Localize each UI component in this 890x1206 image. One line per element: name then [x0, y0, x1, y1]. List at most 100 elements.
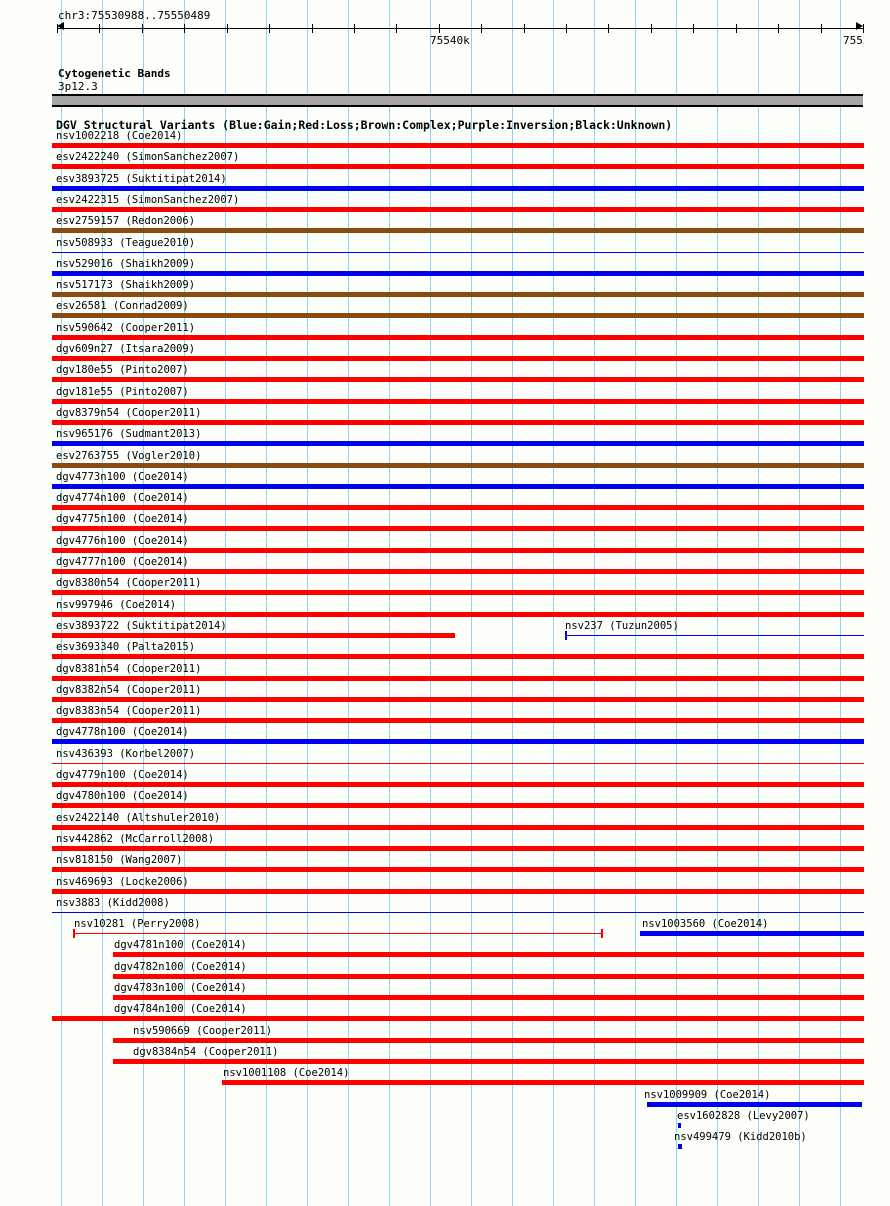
- variant-track-row[interactable]: nsv590642 (Cooper2011): [0, 322, 890, 343]
- variant-label: esv3693340 (Palta2015): [56, 641, 196, 654]
- variant-bar[interactable]: [52, 419, 864, 425]
- variant-track-row[interactable]: nsv1002218 (Coe2014): [0, 130, 890, 151]
- variant-track-row[interactable]: dgv181e55 (Pinto2007): [0, 386, 890, 407]
- variant-bar[interactable]: [113, 952, 864, 958]
- variant-track-row[interactable]: nsv3883 (Kidd2008): [0, 897, 890, 918]
- variant-bar[interactable]: [678, 1144, 682, 1150]
- variant-bar[interactable]: [52, 611, 864, 617]
- variant-track-row[interactable]: esv26581 (Conrad2009): [0, 300, 890, 321]
- variant-track-row[interactable]: dgv4773n100 (Coe2014): [0, 471, 890, 492]
- variant-bar[interactable]: [52, 696, 864, 702]
- variant-bar[interactable]: [52, 398, 864, 404]
- variant-bar[interactable]: [52, 228, 864, 234]
- variant-bar[interactable]: [52, 888, 864, 894]
- variant-track-row[interactable]: dgv4779n100 (Coe2014): [0, 769, 890, 790]
- variant-track-row[interactable]: nsv436393 (Korbel2007): [0, 748, 890, 769]
- variant-bar[interactable]: [52, 654, 864, 660]
- variant-track-row[interactable]: dgv4783n100 (Coe2014): [0, 982, 890, 1003]
- variant-bar[interactable]: [52, 251, 864, 253]
- variant-track-row[interactable]: nsv10281 (Perry2008) nsv1003560 (Coe2014): [0, 918, 890, 939]
- variant-track-row[interactable]: nsv529016 (Shaikh2009): [0, 258, 890, 279]
- variant-track-row[interactable]: dgv609n27 (Itsara2009): [0, 343, 890, 364]
- variant-track-row[interactable]: dgv8384n54 (Cooper2011): [0, 1046, 890, 1067]
- variant-track-row[interactable]: nsv469693 (Locke2006): [0, 876, 890, 897]
- variant-bar[interactable]: [52, 292, 864, 298]
- variant-bar[interactable]: [52, 739, 864, 745]
- variant-track-row[interactable]: esv3893722 (Suktitipat2014) nsv237 (Tuzun…: [0, 620, 890, 641]
- variant-bar[interactable]: [52, 782, 864, 787]
- variant-track-row[interactable]: dgv8382n54 (Cooper2011): [0, 684, 890, 705]
- variant-bar[interactable]: [52, 526, 864, 532]
- variant-bar[interactable]: [52, 1016, 864, 1022]
- variant-bar[interactable]: [52, 824, 864, 830]
- variant-track-row[interactable]: dgv8379n54 (Cooper2011): [0, 407, 890, 428]
- variant-track-row[interactable]: dgv4780n100 (Coe2014): [0, 790, 890, 811]
- variant-track-row[interactable]: esv2763755 (Vogler2010): [0, 450, 890, 471]
- variant-track-row[interactable]: esv2422240 (SimonSanchez2007): [0, 151, 890, 172]
- variant-bar[interactable]: [52, 762, 864, 764]
- variant-bar[interactable]: [52, 718, 864, 724]
- variant-bar[interactable]: [52, 334, 864, 340]
- variant-bar[interactable]: [52, 590, 864, 596]
- variant-bar[interactable]: [52, 483, 864, 489]
- variant-bar[interactable]: [52, 867, 864, 873]
- variant-bar[interactable]: [52, 803, 864, 809]
- variant-track-row[interactable]: nsv997946 (Coe2014): [0, 599, 890, 620]
- variant-track-row[interactable]: esv2422315 (SimonSanchez2007): [0, 194, 890, 215]
- variant-track-row[interactable]: dgv4784n100 (Coe2014): [0, 1003, 890, 1024]
- variant-track-row[interactable]: esv2422140 (Altshuler2010): [0, 812, 890, 833]
- variant-track-row[interactable]: esv2759157 (Redon2006): [0, 215, 890, 236]
- variant-track-row[interactable]: nsv499479 (Kidd2010b): [0, 1131, 890, 1152]
- variant-bar[interactable]: [647, 1101, 862, 1107]
- variant-bar[interactable]: [52, 462, 864, 468]
- variant-track-row[interactable]: dgv4776n100 (Coe2014): [0, 535, 890, 556]
- variant-bar[interactable]: [52, 270, 864, 276]
- variant-bar[interactable]: [113, 1037, 864, 1043]
- variant-bar[interactable]: [52, 547, 864, 553]
- variant-bar[interactable]: [52, 164, 864, 170]
- variant-track-row[interactable]: dgv4774n100 (Coe2014): [0, 492, 890, 513]
- variant-track-row[interactable]: esv1602828 (Levy2007): [0, 1110, 890, 1131]
- variant-track-row[interactable]: dgv4782n100 (Coe2014): [0, 961, 890, 982]
- variant-track-row[interactable]: esv3893725 (Suktitipat2014): [0, 173, 890, 194]
- variant-bar[interactable]: [52, 441, 864, 447]
- variant-track-row[interactable]: dgv8380n54 (Cooper2011): [0, 577, 890, 598]
- variant-track-row[interactable]: nsv517173 (Shaikh2009): [0, 279, 890, 300]
- variant-bar[interactable]: [52, 185, 864, 191]
- variant-bar[interactable]: [113, 1058, 864, 1064]
- variant-bar[interactable]: [52, 143, 864, 148]
- variant-bar[interactable]: [640, 931, 864, 937]
- variant-bar[interactable]: [73, 933, 603, 935]
- variant-bar[interactable]: [52, 206, 864, 212]
- variant-track-row[interactable]: dgv8383n54 (Cooper2011): [0, 705, 890, 726]
- variant-track-row[interactable]: dgv4775n100 (Coe2014): [0, 513, 890, 534]
- variant-track-row[interactable]: nsv508933 (Teague2010): [0, 237, 890, 258]
- variant-track-row[interactable]: nsv442862 (McCarroll2008): [0, 833, 890, 854]
- variant-track-row[interactable]: dgv8381n54 (Cooper2011): [0, 663, 890, 684]
- variant-bar[interactable]: [52, 569, 864, 574]
- variant-track-row[interactable]: dgv4778n100 (Coe2014): [0, 726, 890, 747]
- variant-track-row[interactable]: dgv4777n100 (Coe2014): [0, 556, 890, 577]
- variant-track-row[interactable]: esv3693340 (Palta2015): [0, 641, 890, 662]
- variant-bar[interactable]: [52, 675, 864, 681]
- variant-bar[interactable]: [113, 973, 864, 979]
- variant-bar[interactable]: [52, 377, 864, 383]
- variant-bar[interactable]: [52, 313, 864, 319]
- variant-bar[interactable]: [113, 995, 864, 1000]
- variant-label: nsv499479 (Kidd2010b): [674, 1131, 807, 1144]
- variant-track-row[interactable]: nsv965176 (Sudmant2013): [0, 428, 890, 449]
- variant-track-row[interactable]: nsv1001108 (Coe2014): [0, 1067, 890, 1088]
- variant-bar[interactable]: [565, 634, 864, 636]
- variant-track-row[interactable]: nsv590669 (Cooper2011): [0, 1025, 890, 1046]
- variant-bar[interactable]: [52, 356, 864, 361]
- variant-bar[interactable]: [52, 845, 864, 851]
- variant-bar[interactable]: [52, 911, 864, 913]
- variant-bar[interactable]: [52, 632, 455, 638]
- variant-track-row[interactable]: dgv180e55 (Pinto2007): [0, 364, 890, 385]
- variant-bar[interactable]: [678, 1122, 681, 1128]
- variant-bar[interactable]: [222, 1080, 864, 1086]
- variant-bar[interactable]: [52, 505, 864, 511]
- variant-track-row[interactable]: nsv1009909 (Coe2014): [0, 1089, 890, 1110]
- variant-track-row[interactable]: dgv4781n100 (Coe2014): [0, 939, 890, 960]
- variant-track-row[interactable]: nsv818150 (Wang2007): [0, 854, 890, 875]
